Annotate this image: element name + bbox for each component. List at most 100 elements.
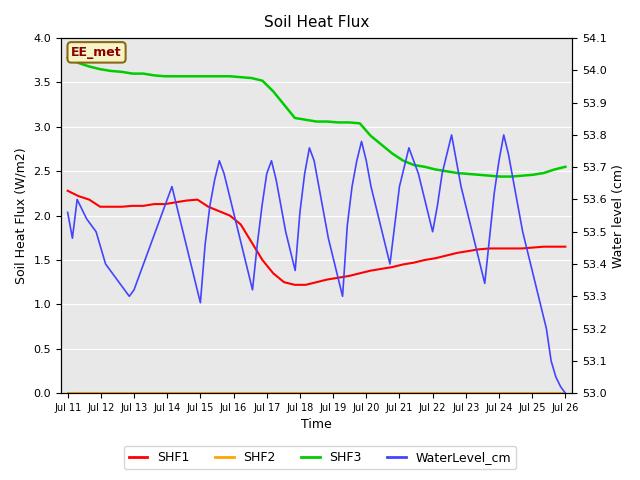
SHF1: [150, 201, 158, 207]
WaterLevel_cm: [358, 139, 365, 144]
SHF3: [194, 73, 202, 79]
SHF3: [64, 55, 72, 60]
SHF3: [399, 158, 407, 164]
SHF3: [259, 78, 266, 84]
SHF2: [550, 390, 558, 396]
SHF1: [259, 257, 266, 263]
SHF3: [421, 164, 429, 170]
WaterLevel_cm: [353, 158, 360, 164]
SHF3: [388, 151, 396, 156]
SHF1: [378, 266, 385, 272]
SHF3: [486, 173, 493, 179]
SHF2: [453, 390, 461, 396]
SHF1: [64, 188, 72, 193]
SHF2: [129, 390, 136, 396]
WaterLevel_cm: [405, 145, 413, 151]
SHF1: [280, 279, 288, 285]
SHF1: [75, 193, 83, 199]
SHF1: [118, 204, 125, 210]
SHF1: [183, 198, 191, 204]
SHF3: [508, 174, 515, 180]
SHF3: [140, 71, 147, 76]
SHF1: [248, 240, 255, 245]
SHF2: [421, 390, 429, 396]
SHF1: [388, 264, 396, 270]
SHF1: [313, 279, 321, 285]
SHF2: [172, 390, 180, 396]
SHF3: [150, 72, 158, 78]
WaterLevel_cm: [78, 206, 86, 212]
SHF2: [118, 390, 125, 396]
SHF3: [561, 164, 569, 170]
SHF2: [431, 390, 439, 396]
WaterLevel_cm: [561, 390, 569, 396]
SHF3: [378, 142, 385, 147]
SHF1: [129, 203, 136, 209]
SHF3: [161, 73, 169, 79]
SHF2: [183, 390, 191, 396]
SHF3: [313, 119, 321, 124]
SHF3: [118, 69, 125, 75]
SHF2: [259, 390, 266, 396]
SHF2: [75, 390, 83, 396]
SHF2: [107, 390, 115, 396]
SHF2: [302, 390, 310, 396]
SHF3: [75, 60, 83, 66]
WaterLevel_cm: [448, 132, 456, 138]
SHF2: [140, 390, 147, 396]
SHF1: [508, 246, 515, 252]
SHF2: [226, 390, 234, 396]
SHF3: [453, 170, 461, 176]
SHF1: [529, 245, 537, 251]
SHF2: [313, 390, 321, 396]
SHF3: [172, 73, 180, 79]
SHF3: [529, 172, 537, 178]
SHF2: [161, 390, 169, 396]
SHF2: [518, 390, 526, 396]
Y-axis label: Water level (cm): Water level (cm): [612, 164, 625, 267]
SHF1: [518, 246, 526, 252]
Title: Soil Heat Flux: Soil Heat Flux: [264, 15, 369, 30]
SHF3: [367, 133, 374, 139]
SHF3: [497, 174, 504, 180]
SHF1: [323, 276, 331, 282]
SHF3: [215, 73, 223, 79]
Line: WaterLevel_cm: WaterLevel_cm: [68, 135, 565, 393]
SHF2: [508, 390, 515, 396]
SHF1: [194, 197, 202, 203]
SHF3: [323, 119, 331, 124]
SHF3: [237, 74, 244, 80]
SHF1: [431, 255, 439, 261]
SHF3: [356, 120, 364, 126]
X-axis label: Time: Time: [301, 419, 332, 432]
SHF1: [356, 270, 364, 276]
Y-axis label: Soil Heat Flux (W/m2): Soil Heat Flux (W/m2): [15, 147, 28, 284]
SHF1: [497, 246, 504, 252]
SHF3: [226, 73, 234, 79]
SHF2: [356, 390, 364, 396]
SHF1: [140, 203, 147, 209]
SHF3: [550, 167, 558, 172]
SHF1: [269, 270, 277, 276]
SHF2: [291, 390, 299, 396]
SHF1: [334, 275, 342, 281]
SHF3: [302, 117, 310, 123]
SHF2: [194, 390, 202, 396]
Text: EE_met: EE_met: [71, 46, 122, 59]
SHF2: [442, 390, 450, 396]
SHF2: [475, 390, 483, 396]
SHF3: [431, 167, 439, 172]
SHF3: [129, 71, 136, 76]
SHF3: [204, 73, 212, 79]
SHF3: [475, 172, 483, 178]
SHF1: [410, 260, 418, 265]
SHF3: [334, 120, 342, 125]
SHF2: [215, 390, 223, 396]
SHF3: [410, 162, 418, 168]
SHF2: [204, 390, 212, 396]
SHF2: [64, 390, 72, 396]
SHF2: [497, 390, 504, 396]
SHF1: [96, 204, 104, 210]
SHF3: [280, 102, 288, 108]
SHF1: [464, 248, 472, 254]
